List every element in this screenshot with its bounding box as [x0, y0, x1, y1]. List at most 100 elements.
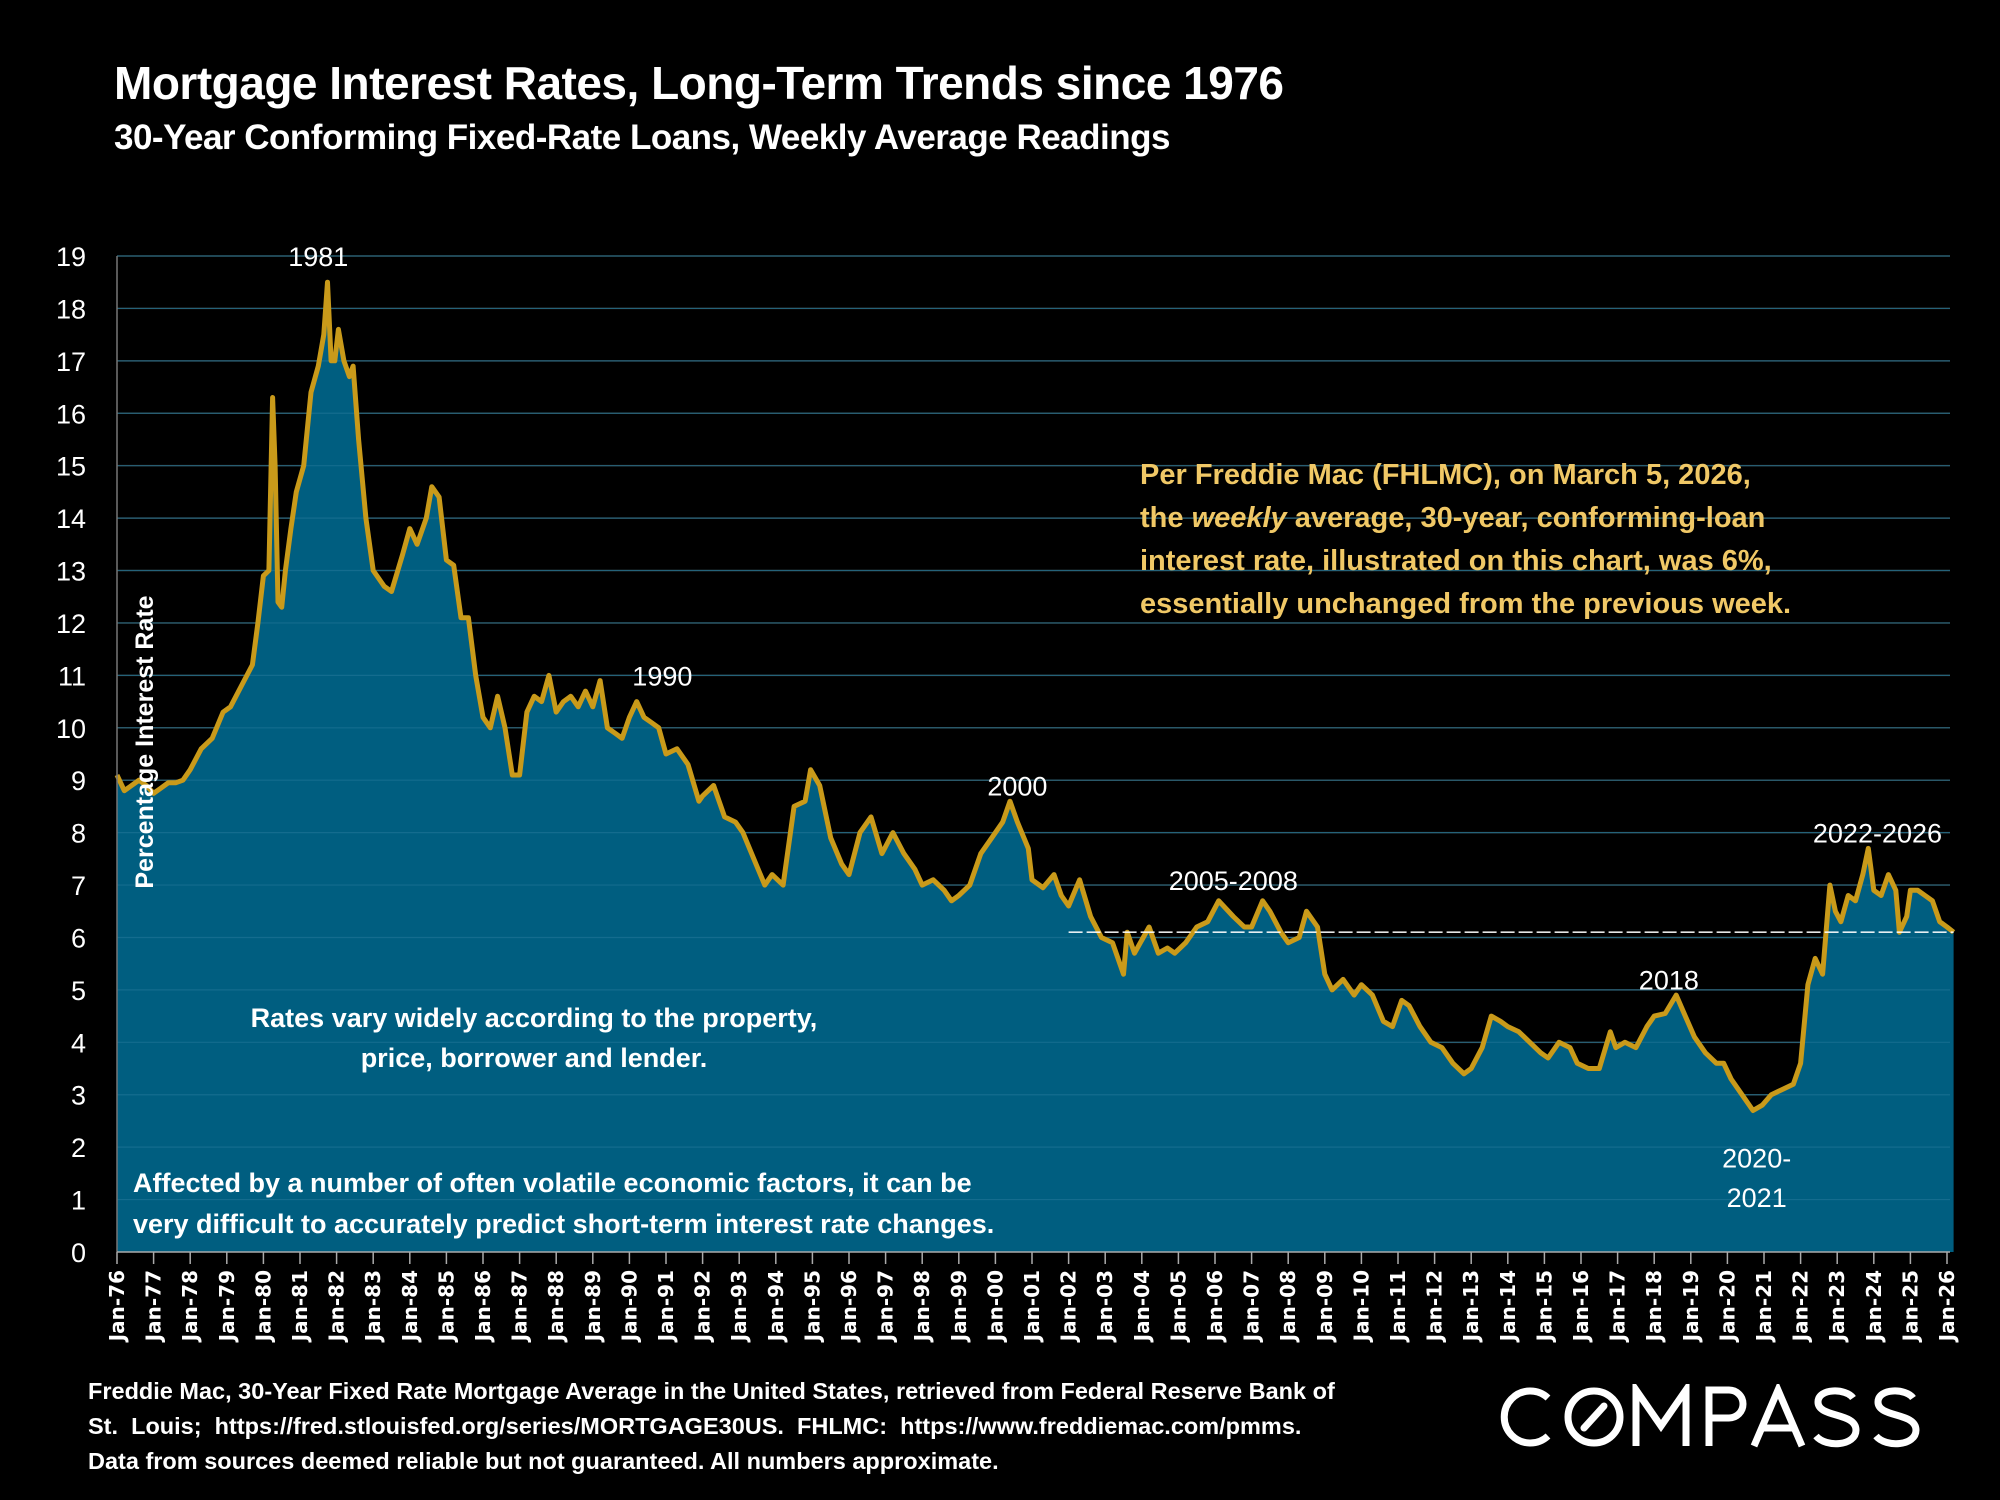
callout-line-3: interest rate, illustrated on this chart…: [1140, 545, 1772, 577]
x-tick-label: Jan-05: [1166, 1270, 1190, 1343]
x-tick-label: Jan-79: [215, 1270, 239, 1343]
x-tick-label: Jan-10: [1349, 1270, 1373, 1343]
x-tick-label: Jan-19: [1679, 1270, 1703, 1343]
x-tick-label: Jan-13: [1459, 1270, 1483, 1343]
callout-emphasis-weekly: weekly: [1191, 502, 1287, 534]
logo-letter-s2: [1873, 1387, 1920, 1448]
x-tick-label: Jan-26: [1935, 1270, 1959, 1343]
y-tick-label: 12: [56, 609, 86, 639]
x-tick-label: Jan-24: [1862, 1270, 1886, 1343]
logo-letter-a: [1750, 1384, 1806, 1448]
x-tick-label: Jan-87: [508, 1270, 532, 1343]
x-tick-label: Jan-97: [874, 1270, 898, 1343]
x-tick-label: Jan-08: [1276, 1270, 1300, 1343]
x-tick-label: Jan-17: [1606, 1270, 1630, 1343]
annotation-label: 2000: [987, 771, 1047, 801]
axes: [116, 256, 1950, 1264]
y-tick-label: 3: [71, 1081, 86, 1111]
y-tick-label: 0: [71, 1238, 86, 1268]
footnote-line-3: Data from sources deemed reliable but no…: [88, 1448, 999, 1474]
x-tick-label: Jan-16: [1569, 1270, 1593, 1343]
y-tick-label: 2: [71, 1133, 86, 1163]
y-tick-label: 9: [71, 766, 86, 796]
y-tick-label: 17: [56, 347, 86, 377]
area-fill: [117, 282, 1954, 1252]
y-tick-label: 16: [56, 399, 86, 429]
annotation-label: 1990: [632, 661, 692, 691]
callout-line-2-post: average, 30-year, conforming-loan: [1286, 502, 1766, 534]
y-tick-label: 15: [56, 452, 86, 482]
y-tick-label: 4: [71, 1028, 86, 1058]
y-tick-label: 6: [71, 923, 86, 953]
x-tick-label: Jan-93: [727, 1270, 751, 1343]
x-tick-label: Jan-95: [800, 1270, 824, 1343]
annotation-label: 2021: [1727, 1183, 1787, 1213]
notes: Rates vary widely according to the prope…: [133, 1003, 994, 1239]
logo-letter-p: [1705, 1386, 1747, 1446]
x-tick-label: Jan-04: [1130, 1270, 1154, 1343]
x-tick-label: Jan-14: [1496, 1270, 1520, 1343]
source-footnote: Freddie Mac, 30-Year Fixed Rate Mortgage…: [88, 1374, 1458, 1479]
annotation-label: 2018: [1639, 965, 1699, 995]
compass-logo: [1500, 1384, 1920, 1448]
y-tick-label: 13: [56, 557, 86, 587]
x-tick-label: Jan-20: [1715, 1270, 1739, 1343]
x-tick-label: Jan-02: [1057, 1270, 1081, 1343]
x-tick-label: Jan-92: [691, 1270, 715, 1343]
logo-letter-s1: [1813, 1387, 1860, 1448]
footnote-line-1: Freddie Mac, 30-Year Fixed Rate Mortgage…: [88, 1378, 1335, 1404]
logo-letter-c: [1500, 1387, 1551, 1447]
callout-line-4: essentially unchanged from the previous …: [1140, 588, 1792, 620]
x-tick-label: Jan-23: [1825, 1270, 1849, 1343]
chart-subtitle: 30-Year Conforming Fixed-Rate Loans, Wee…: [114, 118, 1170, 157]
logo-letter-o-compass-icon: [1564, 1387, 1624, 1447]
x-tick-label: Jan-78: [178, 1270, 202, 1343]
x-tick-label: Jan-98: [910, 1270, 934, 1343]
note-line: price, borrower and lender.: [361, 1043, 708, 1073]
y-tick-label: 14: [56, 504, 86, 534]
x-tick-label: Jan-18: [1642, 1270, 1666, 1343]
x-tick-label: Jan-81: [288, 1270, 312, 1343]
rate-callout: Per Freddie Mac (FHLMC), on March 5, 202…: [1140, 454, 1856, 626]
x-tick-label: Jan-84: [398, 1270, 422, 1343]
x-tick-label: Jan-25: [1898, 1270, 1922, 1343]
x-tick-label: Jan-06: [1203, 1270, 1227, 1343]
logo-letter-m: [1632, 1384, 1690, 1446]
annotation-label: 2005-2008: [1169, 866, 1298, 896]
y-tick-label: 19: [56, 242, 86, 272]
x-tick-label: Jan-89: [581, 1270, 605, 1343]
x-tick-label: Jan-77: [142, 1270, 166, 1343]
y-tick-label: 10: [56, 714, 86, 744]
annotations: 1981 1990 2000 2005-2008 2018 2020- 2021 2022-2…: [288, 242, 1942, 1213]
note-line: Rates vary widely according to the prope…: [251, 1003, 818, 1033]
y-tick-label: 18: [56, 294, 86, 324]
x-tick-label: Jan-15: [1532, 1270, 1556, 1343]
x-tick-label: Jan-99: [947, 1270, 971, 1343]
x-tick-label: Jan-82: [325, 1270, 349, 1343]
x-tick-label: Jan-21: [1752, 1270, 1776, 1343]
x-tick-label: Jan-76: [105, 1270, 129, 1343]
annotation-label: 1981: [288, 242, 348, 272]
x-tick-label: Jan-86: [471, 1270, 495, 1343]
callout-line-2: the weekly average, 30-year, conforming-…: [1140, 497, 1856, 540]
y-tick-label: 7: [71, 871, 86, 901]
x-tick-label: Jan-00: [983, 1270, 1007, 1343]
x-tick-label: Jan-83: [361, 1270, 385, 1343]
chart-title: Mortgage Interest Rates, Long-Term Trend…: [114, 57, 1284, 109]
rate-line: [114, 279, 1956, 1113]
callout-line-2-pre: the: [1140, 502, 1192, 534]
y-tick-label: 11: [58, 661, 86, 691]
x-tick-label: Jan-09: [1313, 1270, 1337, 1343]
y-tick-label: 1: [71, 1186, 86, 1216]
x-tick-labels: Jan-76 Jan-77 Jan-78 Jan-79 Jan-80 Jan-81 Jan-…: [105, 1270, 1959, 1343]
x-tick-label: Jan-01: [1020, 1270, 1044, 1343]
footnote-line-2: St. Louis; https://fred.stlouisfed.org/s…: [88, 1413, 1302, 1439]
x-tick-label: Jan-90: [617, 1270, 641, 1343]
y-axis-label: Percentage Interest Rate: [131, 595, 159, 888]
x-tick-label: Jan-80: [251, 1270, 275, 1343]
x-tick-label: Jan-12: [1423, 1270, 1447, 1343]
note-line: very difficult to accurately predict sho…: [133, 1209, 994, 1239]
x-tick-label: Jan-96: [837, 1270, 861, 1343]
